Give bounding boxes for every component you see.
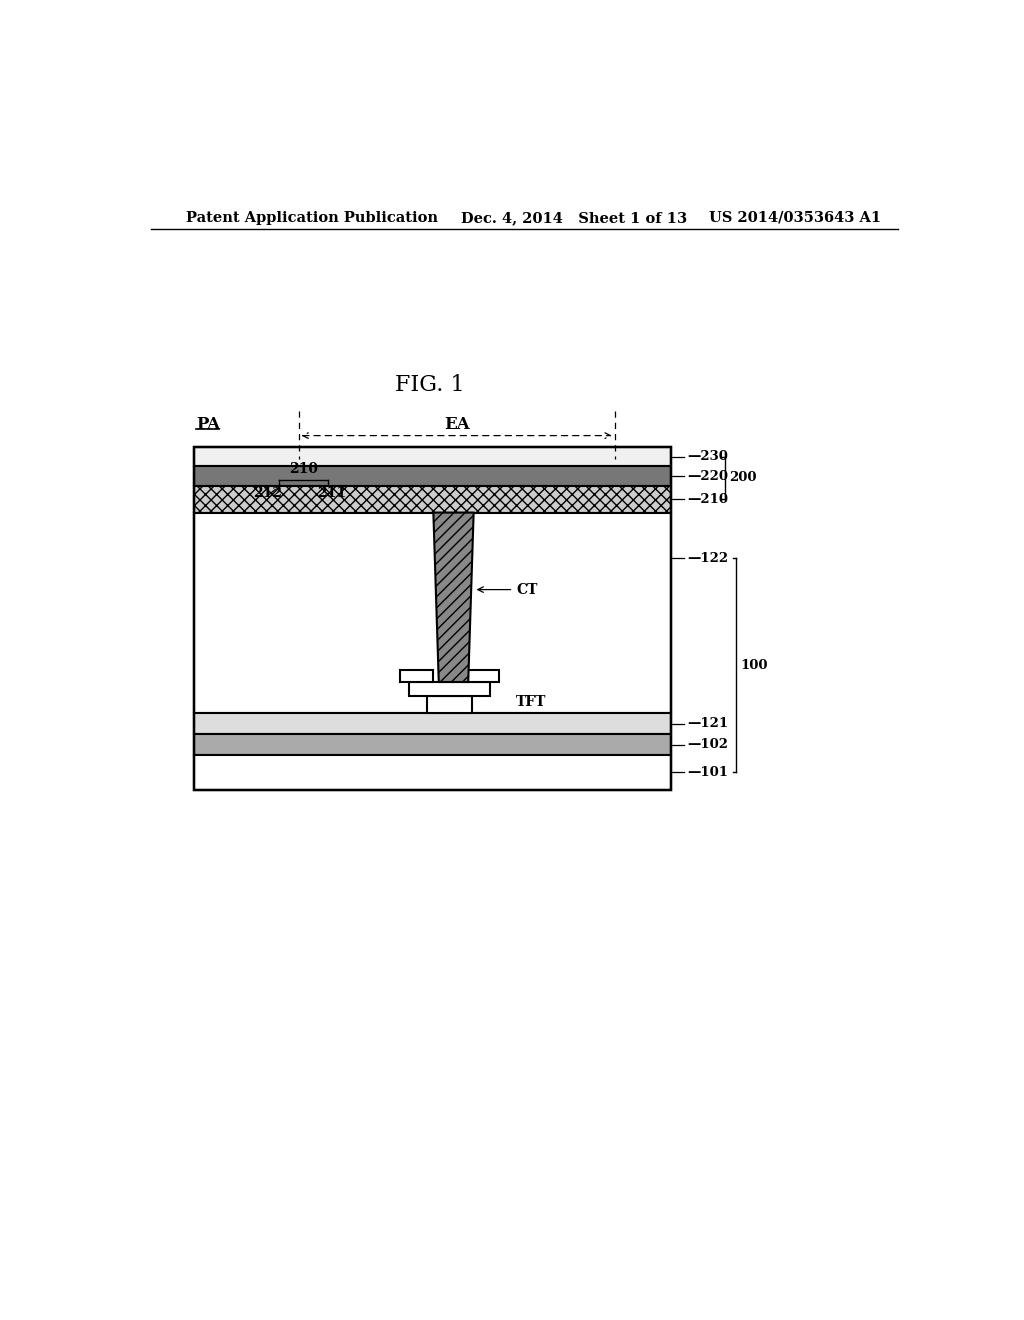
Polygon shape [433,512,474,682]
Bar [194,755,671,789]
Text: US 2014/0353643 A1: US 2014/0353643 A1 [710,211,882,224]
Text: Patent Application Publication: Patent Application Publication [186,211,438,224]
Text: —230: —230 [687,450,728,463]
Bar [194,734,671,755]
Bar [194,447,671,789]
Bar [194,713,671,734]
Bar [194,512,671,713]
Text: —121: —121 [687,717,729,730]
Text: EA: EA [443,416,469,433]
Bar [427,696,472,713]
Text: 210: 210 [289,462,318,477]
Text: 100: 100 [740,659,768,672]
Bar [194,447,671,466]
Text: —101: —101 [687,766,728,779]
Bar [400,671,432,682]
Text: —210: —210 [687,492,728,506]
Text: —122: —122 [687,552,729,565]
Bar [409,682,490,696]
Text: —102: —102 [687,738,728,751]
Text: TFT: TFT [516,694,547,709]
Bar [194,486,671,512]
Text: CT: CT [478,582,538,597]
Text: Dec. 4, 2014   Sheet 1 of 13: Dec. 4, 2014 Sheet 1 of 13 [461,211,687,224]
Text: 212: 212 [253,486,282,500]
Text: 211: 211 [317,486,346,500]
Text: 200: 200 [729,471,756,484]
Text: —220: —220 [687,470,728,483]
Text: FIG. 1: FIG. 1 [395,374,465,396]
Bar [194,466,671,486]
Bar [467,671,500,682]
Text: PA: PA [197,416,220,433]
